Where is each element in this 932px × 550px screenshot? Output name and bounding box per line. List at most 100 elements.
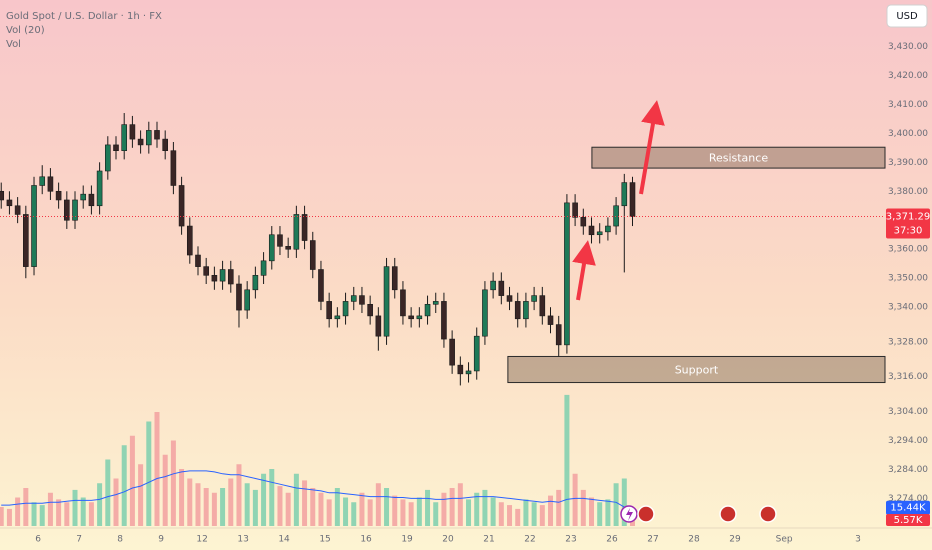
candle-body — [572, 202, 578, 218]
volume-bar — [121, 445, 127, 526]
y-tick-label: 3,294.00 — [888, 436, 928, 446]
candle-body — [162, 138, 168, 151]
x-tick-label: 14 — [278, 535, 290, 545]
volume-bar — [589, 497, 595, 526]
candle-body — [14, 205, 21, 215]
candle-body — [178, 185, 185, 227]
volume-bar — [15, 497, 21, 526]
y-tick-label: 3,284.00 — [888, 465, 928, 475]
currency-button[interactable] — [886, 4, 928, 28]
volume-bar — [629, 520, 635, 526]
candle-body — [457, 364, 464, 375]
arrow — [639, 100, 665, 195]
event-icon[interactable] — [637, 505, 655, 523]
candle-body — [227, 269, 234, 285]
volume-bar — [474, 492, 480, 526]
currency-label[interactable]: USD — [896, 11, 918, 22]
candle-body — [473, 335, 480, 372]
x-tick-label: 23 — [565, 535, 576, 545]
volume-bar — [80, 497, 86, 526]
candle-body — [416, 315, 423, 320]
candle-body — [285, 246, 291, 250]
volume-bar — [261, 473, 267, 526]
candle-body — [80, 193, 87, 201]
candle-body — [482, 289, 488, 337]
candle-body — [186, 225, 193, 256]
volume-bar — [539, 505, 545, 526]
volume-bar — [211, 492, 217, 526]
candle-body — [342, 301, 349, 317]
x-tick-label: 29 — [729, 535, 741, 545]
volume-bar — [146, 421, 152, 526]
volume-ma-label: 15.44K — [890, 503, 926, 514]
volume-bar — [548, 495, 554, 526]
candle-body — [55, 190, 62, 201]
x-tick-label: 21 — [483, 535, 494, 545]
candle-body — [170, 150, 177, 186]
volume-bar — [0, 507, 4, 526]
volume-bar — [343, 497, 349, 526]
y-tick-label: 3,380.00 — [888, 187, 928, 197]
candle-body — [318, 269, 324, 302]
y-tick-label: 3,328.00 — [888, 337, 928, 347]
x-tick-label: 16 — [360, 535, 372, 545]
x-tick-label: Sep — [776, 535, 793, 545]
candle-body — [72, 199, 78, 221]
indicator-label: Vol (20) — [6, 25, 45, 36]
y-tick-label: 3,430.00 — [888, 42, 928, 52]
volume-bar — [441, 492, 447, 526]
candle-body — [39, 176, 46, 186]
x-tick-label: 9 — [158, 535, 164, 545]
candle-body — [31, 185, 37, 267]
x-tick-label: 26 — [606, 535, 618, 545]
arrow — [572, 240, 596, 301]
x-tick-label: 8 — [117, 535, 123, 545]
x-tick-label: 28 — [688, 535, 700, 545]
volume-bar — [531, 502, 537, 526]
zone — [591, 146, 886, 169]
volume-bar — [384, 488, 390, 526]
volume-bar — [293, 473, 299, 526]
volume-bar — [97, 483, 103, 526]
volume-bar — [425, 489, 431, 526]
candle-body — [309, 240, 316, 270]
volume-bar — [285, 492, 291, 526]
zone-label: Support — [675, 364, 719, 377]
volume-bar — [375, 483, 381, 526]
volume-bar — [482, 489, 488, 526]
volume-bar — [162, 454, 168, 526]
y-tick-label: 3,390.00 — [888, 158, 928, 168]
candle-body — [121, 124, 128, 151]
candle-body — [400, 289, 406, 317]
volume-bar — [523, 499, 529, 526]
candle-body — [0, 190, 5, 201]
event-icon[interactable] — [719, 505, 737, 523]
indicator-label: Vol — [6, 39, 21, 50]
candle-body — [236, 283, 242, 311]
candle-body — [301, 214, 308, 241]
y-tick-label: 3,316.00 — [888, 372, 928, 382]
volume-bar — [351, 502, 357, 526]
candle-body — [203, 266, 209, 276]
volume-bar — [228, 478, 234, 526]
volume-bar — [129, 435, 135, 526]
x-tick-label: 12 — [196, 535, 207, 545]
volume-bar — [416, 497, 422, 526]
event-icon[interactable] — [759, 505, 777, 523]
candle-body — [260, 260, 267, 276]
candle-body — [334, 315, 341, 320]
candle-body — [293, 214, 300, 250]
volume-bar — [318, 492, 324, 526]
volume-bar — [23, 488, 29, 526]
volume-bar — [367, 499, 373, 526]
candle-body — [145, 130, 152, 146]
y-tick-label: 3,340.00 — [888, 303, 928, 313]
volume-bar — [31, 502, 37, 526]
candle-body — [424, 303, 431, 317]
volume-bar — [269, 469, 275, 526]
volume-bar — [392, 495, 398, 526]
volume-bar — [580, 489, 586, 526]
candle-body — [47, 176, 54, 192]
volume-bar — [490, 497, 496, 526]
candle-body — [137, 138, 144, 146]
